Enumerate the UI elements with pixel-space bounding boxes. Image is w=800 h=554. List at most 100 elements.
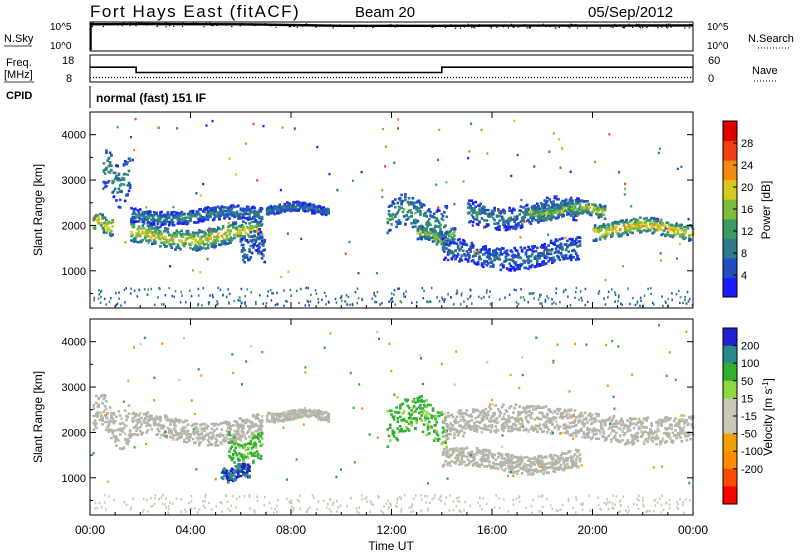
nsky-point (123, 22, 125, 24)
velocity-cell (111, 431, 114, 435)
velocity-cell (142, 412, 146, 416)
power-noise-cell (411, 301, 413, 304)
velocity-cell (453, 436, 456, 440)
velocity-cell (203, 437, 206, 440)
velocity-cell (122, 427, 126, 430)
power-cell (571, 242, 574, 246)
power-cell (451, 236, 455, 239)
velocity-cell (193, 432, 196, 436)
velocity-cell (396, 438, 400, 442)
power-noise-cell (671, 298, 673, 301)
power-cell (394, 205, 397, 209)
velocity-cell (490, 424, 494, 427)
power-cell (497, 222, 500, 225)
velocity-cell (221, 421, 225, 425)
power-cell (543, 254, 547, 258)
nsky-point (225, 24, 227, 26)
velocity-cell (476, 415, 480, 419)
power-cell (175, 235, 178, 238)
power-cell (312, 210, 315, 213)
power-cell (142, 222, 146, 225)
power-cell (620, 233, 623, 237)
power-cell (415, 208, 418, 211)
velocity-cell (293, 409, 297, 412)
velocity-cell (229, 478, 232, 482)
nsky-point (309, 24, 311, 26)
power-cell (515, 249, 519, 253)
power-noise-cell (202, 287, 205, 290)
velocity-cell (258, 440, 261, 443)
power-cell (671, 228, 675, 232)
power-cell (612, 221, 616, 225)
power-noise-cell (211, 293, 214, 297)
power-cell (622, 223, 626, 226)
power-noise-cell (341, 299, 343, 302)
power-cell (522, 259, 525, 262)
power-cell (164, 235, 167, 239)
nsky-point (459, 27, 462, 29)
power-cell (461, 249, 465, 253)
power-noise-cell (667, 297, 669, 301)
power-noise-cell (523, 298, 526, 302)
power-cell (214, 208, 217, 211)
power-cell (502, 247, 505, 250)
power-noise-cell (100, 289, 103, 292)
velocity-cell (112, 419, 116, 423)
power-cell (617, 235, 621, 238)
power-cell (410, 222, 413, 225)
nsky-point (454, 27, 456, 29)
velocity-cell (517, 427, 520, 430)
nsky-point (582, 24, 584, 26)
power-cell (549, 241, 553, 245)
power-cell (262, 254, 265, 257)
nsky-point (460, 24, 462, 26)
velocity-cell (386, 409, 390, 413)
power-noise-cell (543, 250, 545, 254)
power-noise-cell (441, 296, 443, 299)
power-cell (107, 180, 111, 183)
velocity-cell (155, 423, 158, 427)
nsky-point (615, 25, 617, 27)
velocity-cell (219, 422, 222, 425)
power-cell (414, 211, 417, 215)
power-noise-cell (222, 293, 224, 297)
power-cell (245, 254, 249, 257)
power-cell (574, 214, 578, 217)
power-cell (405, 218, 408, 221)
power-noise-cell (546, 295, 548, 298)
velocity-cell (327, 414, 330, 418)
power-cell (530, 214, 534, 218)
velocity-cell (505, 424, 509, 427)
power-cell (184, 219, 187, 223)
power-cell (409, 209, 412, 212)
velocity-cell (224, 471, 227, 475)
power-cell (537, 221, 540, 224)
power-noise-cell (348, 240, 351, 244)
power-cell (451, 232, 455, 235)
power-cell (426, 220, 430, 223)
velocity-cell (464, 412, 467, 415)
power-cell (649, 222, 652, 225)
nsky-point (546, 25, 548, 27)
velocity-cell (230, 440, 234, 444)
power-cell (587, 203, 591, 206)
nsky-point (526, 27, 528, 29)
power-cell (444, 236, 447, 239)
velocity-cell (101, 423, 104, 426)
power-noise-cell (584, 287, 587, 291)
power-cell (508, 262, 511, 265)
power-cell (181, 222, 185, 225)
velocity-cell (252, 459, 255, 463)
power-cell (436, 219, 440, 222)
velocity-cell (508, 426, 511, 429)
power-cell (573, 207, 577, 210)
power-cell (417, 207, 421, 210)
velocity-cell (444, 440, 447, 443)
power-cell (253, 234, 256, 237)
power-cell (505, 227, 509, 231)
velocity-cell (206, 425, 210, 428)
power-cell (662, 229, 666, 232)
velocity-cell (426, 403, 430, 407)
velocity-cell (180, 433, 183, 436)
power-colorbar-segment (723, 160, 737, 181)
